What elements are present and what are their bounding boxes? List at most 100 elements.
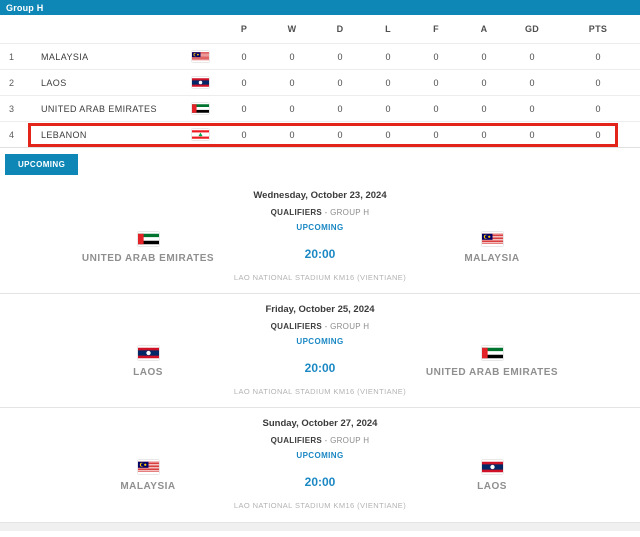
malaysia-flag-icon [192,51,209,62]
fixture-date: Friday, October 25, 2024 [265,304,375,315]
stat-pts: 0 [595,129,601,140]
rank: 4 [9,129,15,140]
fixture-card-malaysia-vs-laos[interactable]: Sunday, October 27, 2024 QUALIFIERS - GR… [0,407,640,521]
united-arab-emirates-flag-icon [138,232,159,246]
stat-a: 0 [481,129,487,140]
malaysia-flag-icon [138,460,159,474]
away-team-name: UNITED ARAB EMIRATES [425,367,559,378]
table-row-laos[interactable]: 2 LAOS 0 0 0 0 0 0 0 0 [0,69,640,95]
venue-label: LAO NATIONAL STADIUM KM16 (VIENTIANE) [233,501,407,510]
stat-a: 0 [481,103,487,114]
stat-w: 0 [289,51,295,62]
fixture-competition: QUALIFIERS - GROUP H [0,208,640,217]
group-header: Group H [0,0,640,15]
stat-gd: 0 [529,77,535,88]
group-label: - GROUP H [324,322,370,331]
competition-label: QUALIFIERS [270,322,323,331]
team-name: UNITED ARAB EMIRATES [41,103,157,114]
match-status-badge: UPCOMING [296,337,344,346]
column-header-a: A [480,24,488,34]
competition-label: QUALIFIERS [270,208,323,217]
stat-pts: 0 [595,77,601,88]
away-team-name: LAOS [477,481,507,492]
home-team-name: UNITED ARAB EMIRATES [81,253,215,264]
upcoming-filter-button[interactable]: UPCOMING [5,154,79,175]
stat-d: 0 [337,51,343,62]
column-header-gd: GD [524,24,540,34]
fixture-card-uae-vs-malaysia[interactable]: Wednesday, October 23, 2024 QUALIFIERS -… [0,180,640,293]
team-name: LEBANON [41,129,87,140]
stat-w: 0 [289,103,295,114]
home-team[interactable]: MALAYSIA [0,460,296,492]
malaysia-flag-icon [482,232,503,246]
united-arab-emirates-flag-icon [482,346,503,360]
column-header-w: W [287,24,297,34]
united-arab-emirates-flag-icon [192,103,209,114]
stat-w: 0 [289,77,295,88]
fixture-date: Sunday, October 27, 2024 [262,418,378,429]
stat-p: 0 [241,51,247,62]
column-header-pts: PTS [588,24,608,34]
stat-a: 0 [481,77,487,88]
column-header-d: D [336,24,344,34]
team-name: MALAYSIA [41,51,89,62]
fixtures-list: Wednesday, October 23, 2024 QUALIFIERS -… [0,180,640,521]
team-name: LAOS [41,77,67,88]
home-team[interactable]: LAOS [0,346,296,378]
kickoff-time: 20:00 [304,361,336,375]
stat-l: 0 [385,51,391,62]
lebanon-flag-icon [192,129,209,140]
stat-p: 0 [241,129,247,140]
competition-label: QUALIFIERS [270,436,323,445]
fixture-card-laos-vs-uae[interactable]: Friday, October 25, 2024 QUALIFIERS - GR… [0,293,640,407]
fixture-competition: QUALIFIERS - GROUP H [0,436,640,445]
stat-f: 0 [433,77,439,88]
fixture-date: Wednesday, October 23, 2024 [253,190,387,201]
home-team-name: LAOS [133,367,163,378]
table-row-malaysia[interactable]: 1 MALAYSIA 0 0 0 0 0 0 0 0 [0,43,640,69]
stat-gd: 0 [529,103,535,114]
stat-pts: 0 [595,51,601,62]
rank: 3 [9,103,15,114]
stat-l: 0 [385,129,391,140]
group-label: - GROUP H [324,436,370,445]
kickoff-time: 20:00 [304,475,336,489]
stat-l: 0 [385,103,391,114]
rank: 2 [9,77,15,88]
column-header-f: F [433,24,439,34]
venue-label: LAO NATIONAL STADIUM KM16 (VIENTIANE) [233,387,407,396]
stat-f: 0 [433,103,439,114]
stat-w: 0 [289,129,295,140]
stat-p: 0 [241,103,247,114]
fixture-competition: QUALIFIERS - GROUP H [0,322,640,331]
column-header-p: P [240,24,248,34]
group-label: - GROUP H [324,208,370,217]
venue-label: LAO NATIONAL STADIUM KM16 (VIENTIANE) [233,273,407,282]
away-team[interactable]: MALAYSIA [344,232,640,264]
stat-gd: 0 [529,129,535,140]
match-status-badge: UPCOMING [296,451,344,460]
stat-d: 0 [337,77,343,88]
match-status-badge: UPCOMING [296,223,344,232]
standings-header-row: P W D L F A GD PTS [0,15,640,43]
away-team[interactable]: LAOS [344,460,640,492]
laos-flag-icon [482,460,503,474]
home-team[interactable]: UNITED ARAB EMIRATES [0,232,296,264]
away-team-name: MALAYSIA [464,253,520,264]
away-team[interactable]: UNITED ARAB EMIRATES [344,346,640,378]
stat-gd: 0 [529,51,535,62]
standings-table: P W D L F A GD PTS 1 MALAYSIA 0 0 0 0 0 … [0,15,640,148]
stat-pts: 0 [595,103,601,114]
table-row-lebanon[interactable]: 4 LEBANON 0 0 0 0 0 0 0 0 [0,121,640,147]
group-title: Group H [6,2,44,13]
laos-flag-icon [138,346,159,360]
stat-d: 0 [337,103,343,114]
section-divider [0,522,640,531]
stat-p: 0 [241,77,247,88]
rank: 1 [9,51,15,62]
table-row-united-arab-emirates[interactable]: 3 UNITED ARAB EMIRATES 0 0 0 0 0 0 0 0 [0,95,640,121]
kickoff-time: 20:00 [304,247,336,261]
stat-l: 0 [385,77,391,88]
stat-a: 0 [481,51,487,62]
home-team-name: MALAYSIA [120,481,176,492]
